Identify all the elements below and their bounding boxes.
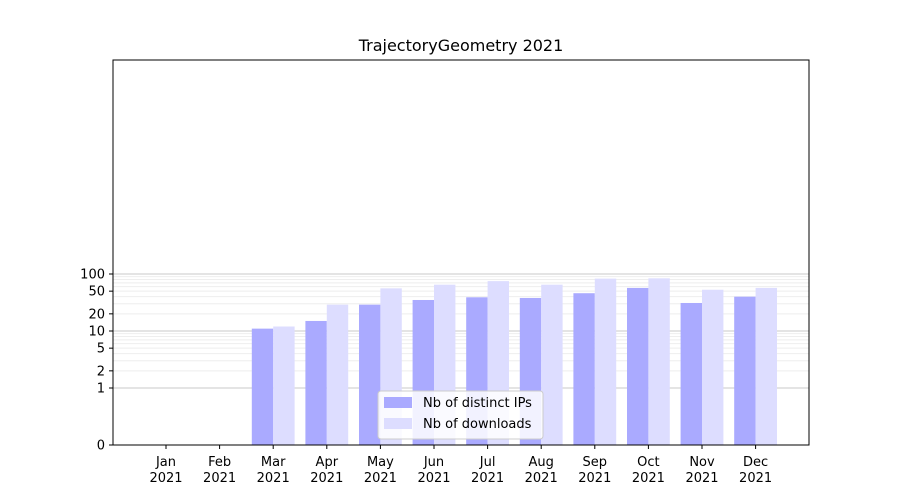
x-tick-label-year: 2021 <box>203 471 236 486</box>
x-tick-label-month: Apr <box>316 455 339 470</box>
x-tick-label-month: Oct <box>637 455 659 470</box>
legend: Nb of distinct IPs Nb of downloads <box>377 390 544 440</box>
x-tick-label-year: 2021 <box>525 471 558 486</box>
bar-downloads <box>755 287 777 445</box>
x-tick-label-month: Jun <box>423 455 444 470</box>
x-tick-label-year: 2021 <box>364 471 397 486</box>
x-tick-label-month: May <box>367 455 394 470</box>
bar-downloads <box>594 278 617 445</box>
x-tick-label-month: Jan <box>155 455 176 470</box>
legend-swatch <box>384 397 412 408</box>
y-tick-label: 0 <box>97 439 105 454</box>
y-tick-label: 5 <box>97 342 105 357</box>
x-tick-label-month: Feb <box>208 455 231 470</box>
chart-title: TrajectoryGeometry 2021 <box>358 36 564 55</box>
y-tick-label: 100 <box>80 268 105 283</box>
y-axis: 0 1 2 5 10 20 50 100 <box>80 268 113 454</box>
bar-distinct-ips <box>734 296 756 445</box>
x-tick-label-year: 2021 <box>310 471 343 486</box>
bar-distinct-ips <box>627 287 649 445</box>
bar-distinct-ips <box>251 328 274 445</box>
bar-downloads <box>326 304 349 445</box>
x-tick-label-year: 2021 <box>257 471 290 486</box>
x-tick-label-month: Mar <box>261 455 286 470</box>
legend-swatch <box>384 418 412 429</box>
bar-distinct-ips <box>359 304 381 445</box>
legend-box <box>377 390 544 440</box>
bar-distinct-ips <box>305 320 327 445</box>
legend-label: Nb of distinct IPs <box>423 396 532 411</box>
x-tick-label-month: Nov <box>689 455 715 470</box>
bar-downloads <box>702 289 724 445</box>
x-tick-label-month: Aug <box>529 455 554 470</box>
x-tick-label-year: 2021 <box>578 471 611 486</box>
y-tick-label: 10 <box>88 325 105 340</box>
plot-frame <box>112 59 810 446</box>
x-axis: Jan2021Feb2021Mar2021Apr2021May2021Jun20… <box>149 445 772 486</box>
legend-label: Nb of downloads <box>423 417 532 432</box>
x-tick-label-year: 2021 <box>471 471 504 486</box>
y-tick-label: 1 <box>97 382 105 397</box>
x-tick-label-month: Dec <box>743 455 768 470</box>
x-tick-label-month: Sep <box>583 455 608 470</box>
y-tick-label: 2 <box>97 364 105 379</box>
x-tick-label-year: 2021 <box>739 471 772 486</box>
x-tick-label-year: 2021 <box>685 471 718 486</box>
y-tick-label: 20 <box>88 307 105 322</box>
bar-downloads <box>648 278 670 445</box>
x-tick-label-month: Jul <box>479 455 496 470</box>
bar-downloads <box>273 326 295 445</box>
x-tick-label-year: 2021 <box>149 471 182 486</box>
bar-downloads <box>541 284 563 445</box>
x-tick-label-year: 2021 <box>417 471 450 486</box>
x-tick-label-year: 2021 <box>632 471 665 486</box>
y-tick-label: 50 <box>88 285 105 300</box>
bar-distinct-ips <box>573 293 595 445</box>
bar-distinct-ips <box>680 302 702 445</box>
